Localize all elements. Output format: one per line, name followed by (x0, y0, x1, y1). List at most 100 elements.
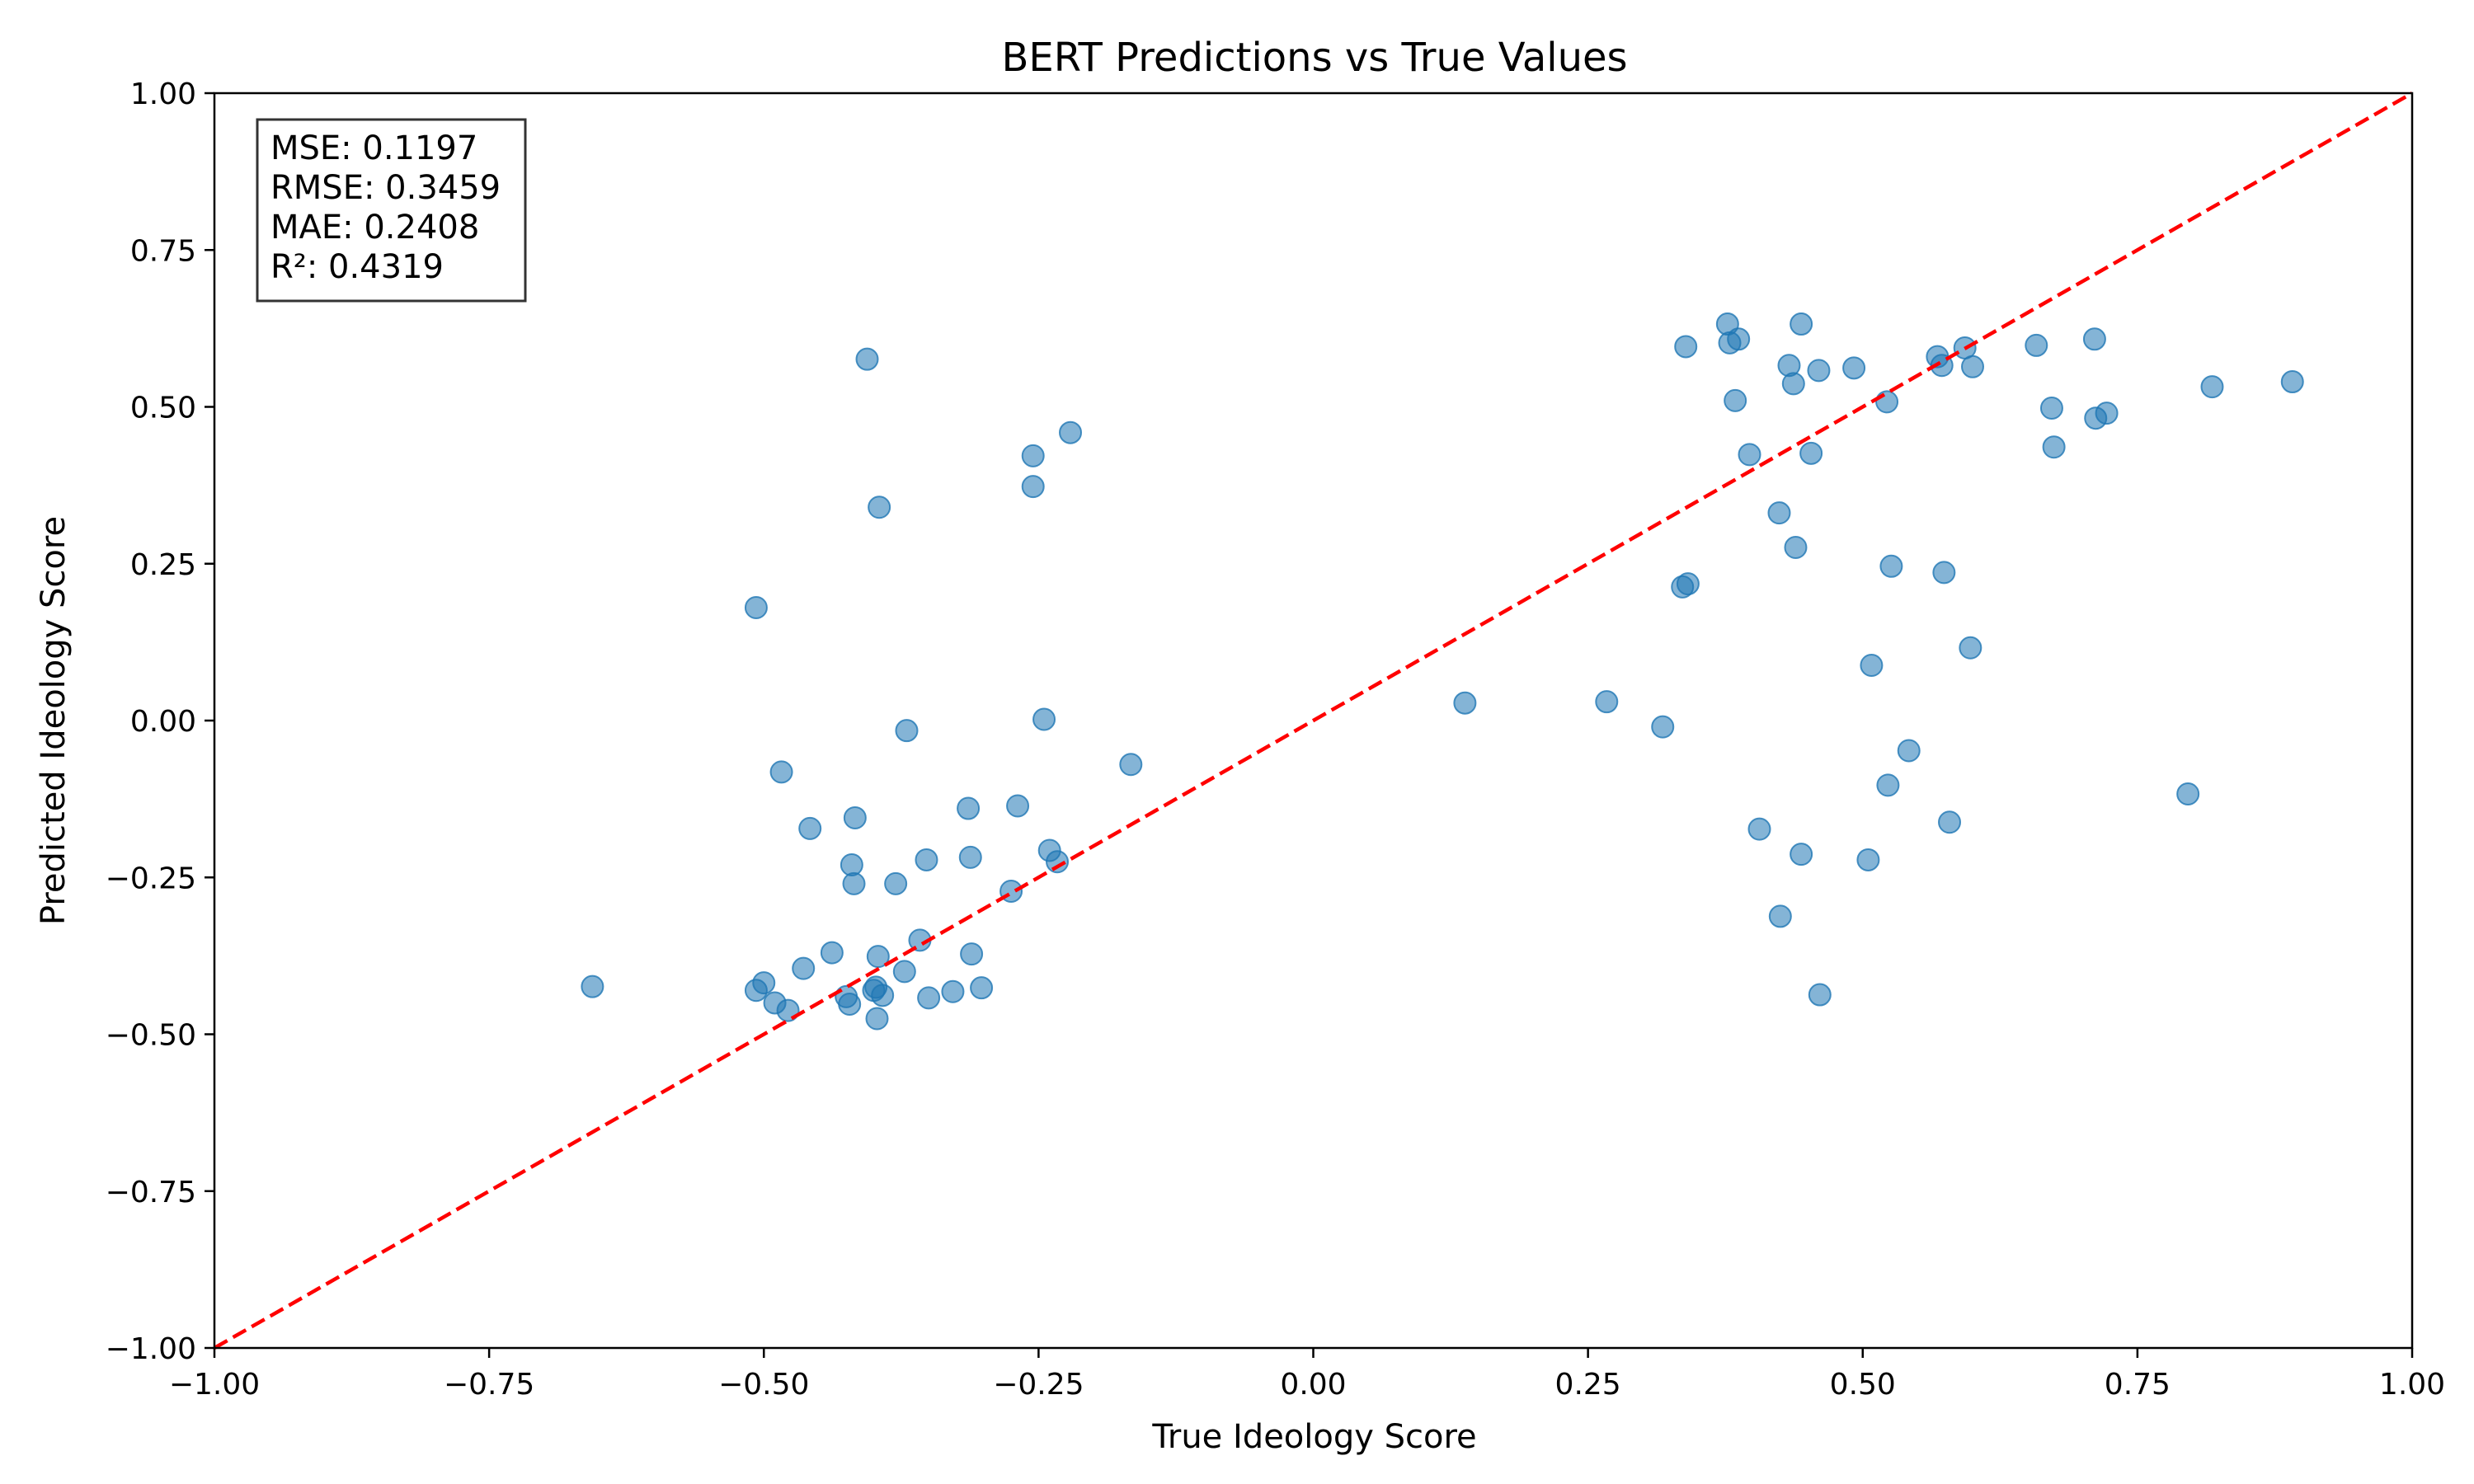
scatter-point (1876, 773, 1900, 797)
scatter-point (2025, 333, 2048, 357)
scatter-point (792, 956, 816, 980)
stat-mae: MAE: 0.2408 (270, 209, 479, 247)
scatter-point (2042, 435, 2066, 459)
x-tick-label: 0.00 (1280, 1368, 1346, 1402)
scatter-point (1790, 312, 1813, 336)
scatter-point (744, 596, 768, 620)
scatter-point (970, 976, 994, 1000)
stat-r2: R²: 0.4319 (270, 248, 444, 286)
scatter-point (1738, 443, 1761, 467)
scatter-point (1842, 356, 1866, 380)
scatter-point (1724, 388, 1747, 412)
scatter-point (1046, 850, 1070, 874)
scatter-point (1674, 335, 1698, 359)
y-tick-label: −0.25 (106, 862, 196, 895)
data-points (581, 312, 2304, 1031)
scatter-point (842, 871, 866, 895)
scatter-point (1856, 848, 1880, 871)
scatter-point (843, 805, 867, 829)
scatter-point (2095, 402, 2119, 425)
y-axis-ticks: −1.00 −0.75 −0.50 −0.25 0.00 0.25 0.50 0.75 1.00 (106, 77, 214, 1366)
scatter-point (895, 719, 919, 743)
y-tick-label: −0.75 (106, 1176, 196, 1209)
y-tick-label: 0.50 (130, 392, 196, 425)
x-tick-label: −0.25 (993, 1368, 1084, 1402)
scatter-point (1959, 636, 1982, 660)
scatter-point (958, 845, 982, 869)
scatter-point (1897, 739, 1921, 763)
scatter-point (2280, 370, 2304, 394)
scatter-point (1119, 753, 1143, 777)
x-tick-label: 0.50 (1830, 1368, 1896, 1402)
x-axis-label: True Ideology Score (1151, 1418, 1476, 1456)
scatter-point (2200, 375, 2224, 399)
scatter-point (884, 871, 908, 895)
x-tick-label: −0.50 (718, 1368, 809, 1402)
y-tick-label: −0.50 (106, 1019, 196, 1053)
scatter-point (769, 760, 793, 784)
stats-box: MSE: 0.1197 RMSE: 0.3459 MAE: 0.2408 R²:… (256, 118, 527, 303)
chart-title: BERT Predictions vs True Values (1001, 35, 1627, 81)
plot-frame (213, 92, 2414, 1350)
y-tick-label: 0.00 (130, 705, 196, 739)
scatter-point (1932, 561, 1956, 585)
x-tick-label: −1.00 (169, 1368, 260, 1402)
reference-diagonal-line (213, 92, 2414, 1350)
scatter-point (1860, 654, 1884, 678)
scatter-point (1021, 475, 1045, 499)
scatter-point (855, 347, 879, 371)
stats-box-border (256, 118, 527, 303)
scatter-point (1021, 444, 1045, 467)
x-tick-label: 0.25 (1555, 1368, 1621, 1402)
scatter-point (1595, 690, 1619, 714)
scatter-point (941, 979, 965, 1003)
scatter-point (820, 941, 844, 965)
y-tick-label: 0.75 (130, 234, 196, 268)
scatter-point (1961, 355, 1984, 378)
scatter-point (1799, 441, 1823, 465)
scatter-point (892, 960, 916, 984)
scatter-point (1875, 390, 1899, 414)
scatter-point (1651, 715, 1675, 739)
scatter-point (1879, 554, 1903, 578)
scatter-point (1807, 359, 1831, 383)
scatter-point (868, 495, 891, 519)
scatter-point (957, 796, 981, 820)
scatter-point (1032, 707, 1056, 731)
x-tick-label: 1.00 (2379, 1368, 2445, 1402)
scatter-point (1781, 372, 1805, 396)
scatter-point (1938, 810, 1962, 834)
scatter-point (581, 974, 604, 998)
scatter-point (2039, 397, 2063, 420)
scatter-point (865, 1007, 889, 1031)
scatter-point (1767, 501, 1791, 525)
scatter-point (1453, 691, 1477, 715)
y-tick-label: −1.00 (106, 1332, 196, 1366)
scatter-point (2082, 327, 2106, 351)
y-tick-label: 1.00 (130, 77, 196, 111)
scatter-point (1676, 572, 1700, 596)
x-tick-label: −0.75 (444, 1368, 534, 1402)
scatter-point (1006, 794, 1030, 818)
scatter-point (2176, 782, 2200, 806)
scatter-point (1784, 535, 1808, 559)
scatter-point (1808, 983, 1832, 1007)
scatter-point (798, 816, 822, 840)
scatter-point (838, 992, 862, 1016)
scatter-point (752, 971, 776, 995)
scatter-point (960, 942, 984, 966)
scatter-point (915, 848, 938, 871)
x-tick-label: 0.75 (2105, 1368, 2171, 1402)
stat-mse: MSE: 0.1197 (270, 129, 477, 167)
scatter-point (917, 986, 941, 1010)
stat-rmse: RMSE: 0.3459 (270, 169, 501, 207)
scatter-point (1768, 904, 1792, 928)
y-tick-label: 0.25 (130, 548, 196, 582)
scatter-point (1790, 843, 1813, 866)
y-axis-label: Predicted Ideology Score (35, 516, 73, 925)
scatter-point (1727, 327, 1751, 351)
scatter-point (1059, 420, 1083, 444)
scatter-point (1747, 817, 1771, 841)
scatter-point (871, 984, 895, 1007)
